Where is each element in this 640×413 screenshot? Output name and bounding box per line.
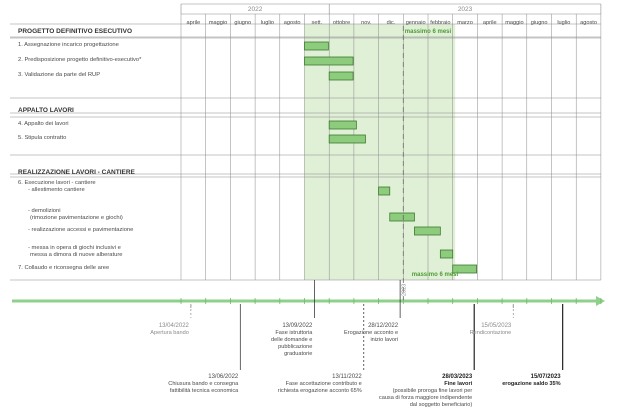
month-label: aprile: [187, 20, 201, 26]
milestone-desc: erogazione saldo 35%: [502, 381, 560, 387]
month-label: marzo: [457, 20, 473, 26]
window-label-bottom: massimo 6 mesi: [412, 272, 459, 278]
task-bar: [389, 212, 415, 222]
section-title: PROGETTO DEFINITIVO ESECUTIVO: [18, 28, 132, 35]
task-label: - realizzazione accessi e pavimentazione: [28, 227, 133, 233]
task-bar: [439, 249, 454, 259]
milestone-desc: Fine lavori: [444, 381, 472, 387]
milestone-desc: Erogazione acconto e: [344, 330, 398, 336]
month-label: febbraio: [430, 20, 450, 26]
milestone-desc: Fase accettazione contributo e: [286, 381, 362, 387]
milestone-date: 13/11/2022: [332, 374, 362, 380]
milestone-desc: Fase istruttoria: [275, 330, 313, 336]
task-label: - demolizioni: [28, 208, 61, 214]
task-label-line2: (rimozione pavimentazione e giochi): [30, 215, 123, 221]
task-label-line2: messa a dimora di nuove alberature: [30, 252, 122, 258]
month-label: nov.: [361, 20, 372, 26]
milestone-desc: graduatorie: [284, 351, 312, 357]
task-label: 1. Assegnazione incarico progettazione: [18, 42, 119, 48]
milestone-date: 13/09/2022: [282, 323, 313, 329]
task-label: 2. Predisposizione progetto definitivo-e…: [18, 57, 142, 63]
month-label: agosto: [284, 20, 301, 26]
month-label: maggio: [209, 20, 227, 26]
task-bar: [414, 226, 441, 236]
milestone-desc: Chiusura bando e consegna: [168, 381, 239, 387]
task-bar: [328, 71, 354, 81]
six-month-window: [304, 24, 456, 280]
task-bar: [452, 264, 478, 274]
month-label: dic.: [387, 20, 396, 26]
milestone-desc: dal soggetto beneficiario): [410, 402, 473, 408]
month-label: luglio: [261, 20, 274, 26]
milestone-desc: (possibile proroga fine lavori per: [393, 388, 473, 394]
task-label: 6. Esecuzione lavori - cantiere: [18, 180, 96, 186]
milestone-desc: delle domande e: [271, 337, 312, 343]
year-label: 2023: [458, 6, 473, 13]
milestone-date: 15/07/2023: [531, 374, 562, 380]
task-label: 4. Appalto dei lavori: [18, 121, 69, 127]
milestone-desc: inizio lavori: [370, 337, 398, 343]
milestone-date: 13/06/2022: [208, 374, 239, 380]
milestone-desc: pubblicazione: [278, 344, 312, 350]
milestone-date: 15/05/2023: [481, 323, 512, 329]
month-label: giugno: [234, 20, 251, 26]
month-label: giugno: [531, 20, 548, 26]
milestone-desc: Apertura bando: [150, 330, 189, 336]
task-label: 3. Validazione da parte del RUP: [18, 72, 100, 78]
task-label: - allestimento cantiere: [28, 187, 85, 193]
month-label: luglio: [557, 20, 570, 26]
task-label: 5. Stipula contratto: [18, 135, 66, 141]
milestone-date: 13/04/2022: [159, 323, 190, 329]
month-label: aprile: [483, 20, 497, 26]
milestone-date: 28/03/2023: [442, 374, 473, 380]
window-label-top: massimo 6 mesi: [405, 29, 452, 35]
milestone-desc: fattibilità tecnica economica: [170, 388, 239, 394]
month-label: agosto: [580, 20, 597, 26]
year-change-label: 2023: [401, 284, 407, 296]
section-title: APPALTO LAVORI: [18, 107, 74, 114]
task-label: 7. Collaudo e riconsegna delle aree: [18, 265, 109, 271]
month-label: sett.: [312, 20, 323, 26]
task-bar: [328, 120, 357, 130]
month-label: maggio: [505, 20, 523, 26]
milestone-desc: richiesta erogazione acconto 65%: [278, 388, 362, 394]
month-label: ottobre: [333, 20, 350, 26]
month-label: gennaio: [406, 20, 426, 26]
milestone-desc: Rendicontazione: [470, 330, 512, 336]
year-label: 2022: [248, 6, 263, 13]
milestone-desc: causa di forza maggiore indipendente: [379, 395, 472, 401]
task-bar: [304, 56, 354, 66]
task-bar: [378, 186, 391, 196]
task-bar: [304, 41, 329, 51]
task-bar: [328, 134, 366, 144]
milestone-date: 28/12/2022: [368, 323, 399, 329]
section-title: REALIZZAZIONE LAVORI - CANTIERE: [18, 169, 136, 176]
task-label: - messa in opera di giochi inclusivi e: [28, 245, 121, 251]
